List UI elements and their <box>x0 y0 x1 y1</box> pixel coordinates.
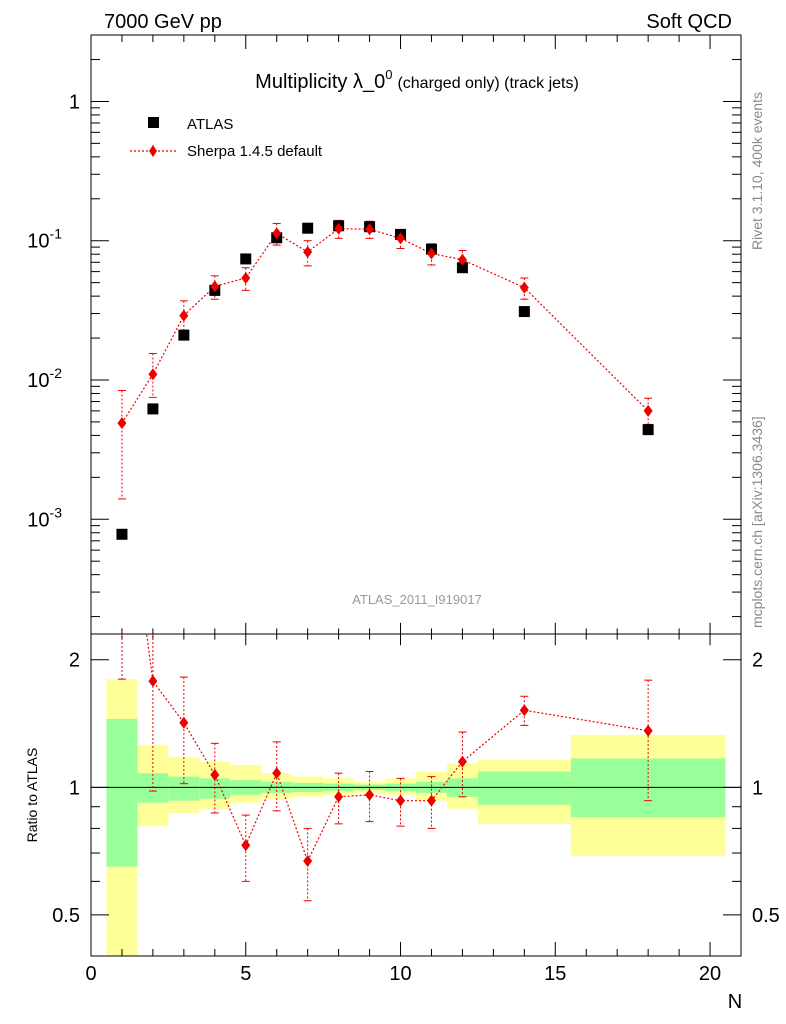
legend-marker-sherpa <box>149 145 157 157</box>
header-right: Soft QCD <box>646 11 732 33</box>
x-tick-label: 10 <box>389 963 411 985</box>
ratio-point <box>365 788 375 801</box>
ratio-polyline <box>146 634 649 863</box>
ratio-point <box>241 839 251 852</box>
x-tick-label: 20 <box>699 963 721 985</box>
atlas-point <box>642 424 654 436</box>
sherpa-point <box>457 253 467 266</box>
ratio-y-tick-label-left: 0.5 <box>52 905 80 927</box>
sherpa-polyline <box>121 228 649 424</box>
ratio-y-tick-label-left: 1 <box>69 777 80 799</box>
ratio-point <box>457 755 467 768</box>
ratio-panel-frame <box>90 633 742 957</box>
atlas-point <box>518 306 530 318</box>
atlas-point <box>116 528 128 540</box>
sherpa-point <box>365 223 375 236</box>
ratio-point <box>272 767 282 780</box>
x-axis-label: N <box>728 991 742 1013</box>
ratio-y-tick-label-right: 1 <box>752 777 763 799</box>
axis-tick-labels: 0 5 10 15 20 10-3 10-2 10-1 1 0.5 0.5 1 1 2 2 <box>27 91 780 985</box>
ratio-point <box>334 790 344 803</box>
sherpa-point <box>210 280 220 293</box>
sherpa-point <box>334 222 344 235</box>
ratio-point <box>426 794 436 807</box>
ratio-y-tick-label-right: 0.5 <box>752 905 780 927</box>
ratio-point <box>179 716 189 729</box>
sherpa-points <box>117 222 653 430</box>
atlas-point <box>178 329 190 341</box>
ratio-y-tick-label-right: 2 <box>752 650 763 672</box>
sherpa-point <box>272 227 282 240</box>
legend-marker-atlas <box>148 117 159 128</box>
sherpa-point <box>643 404 653 417</box>
legend-label-sherpa: Sherpa 1.4.5 default <box>187 143 323 160</box>
ratio-line <box>146 634 649 863</box>
x-tick-label: 5 <box>240 963 251 985</box>
sherpa-point <box>117 417 127 430</box>
atlas-point <box>240 253 252 265</box>
ratio-point <box>519 704 529 717</box>
ratio-point <box>643 724 653 737</box>
sherpa-point <box>303 245 313 258</box>
analysis-watermark: ATLAS_2011_I919017 <box>352 592 482 607</box>
x-tick-label: 0 <box>85 963 96 985</box>
atlas-point <box>456 262 468 274</box>
legend: ATLAS Sherpa 1.4.5 default <box>130 116 323 160</box>
atlas-point <box>147 403 159 415</box>
green-band-0 <box>106 718 138 867</box>
ratio-y-axis-label: Ratio to ATLAS <box>24 748 40 843</box>
ratio-y-tick-label-left: 2 <box>69 650 80 672</box>
main-y-tick-label: 1 <box>69 91 80 113</box>
main-y-tick-label: 10-2 <box>27 365 62 392</box>
green-band-13 <box>570 758 726 818</box>
sherpa-error-bars <box>117 219 653 500</box>
sherpa-point <box>241 271 251 284</box>
ratio-point <box>396 794 406 807</box>
green-band-12 <box>477 771 571 805</box>
atlas-point <box>302 222 314 234</box>
mcplots-label: mcplots.cern.ch [arXiv:1306.3436] <box>749 416 765 628</box>
axis-ticks <box>91 34 741 957</box>
sherpa-point <box>426 247 436 260</box>
ratio-points <box>148 675 653 868</box>
green-band-2 <box>168 776 200 801</box>
sherpa-point <box>396 232 406 245</box>
legend-label-atlas: ATLAS <box>187 116 233 133</box>
sherpa-line <box>121 228 649 424</box>
sherpa-point <box>148 368 158 381</box>
main-y-tick-label: 10-1 <box>27 226 62 253</box>
ratio-point <box>210 768 220 781</box>
sherpa-point <box>179 309 189 322</box>
atlas-points <box>116 220 654 540</box>
x-tick-label: 15 <box>544 963 566 985</box>
ratio-point <box>303 855 313 868</box>
chart-title: Multiplicity λ_00(charged only) (track j… <box>255 67 579 93</box>
header-left: 7000 GeV pp <box>104 11 222 33</box>
main-y-tick-label: 10-3 <box>27 504 62 531</box>
rivet-label: Rivet 3.1.10, 400k events <box>749 92 765 250</box>
sherpa-point <box>519 281 529 294</box>
ratio-bands <box>106 679 726 956</box>
ratio-point <box>148 675 158 688</box>
